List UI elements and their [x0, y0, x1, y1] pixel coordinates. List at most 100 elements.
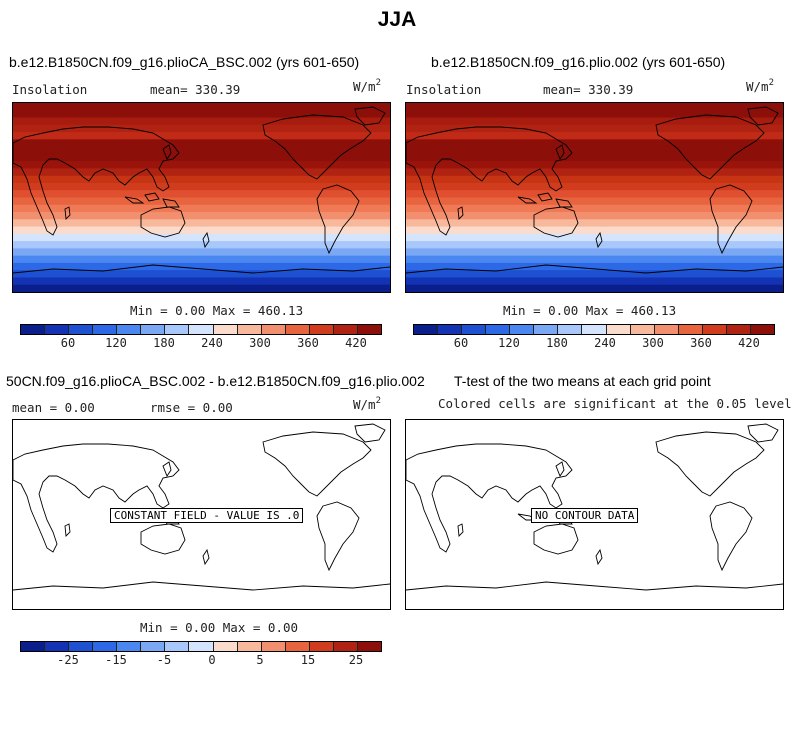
coastline [162, 461, 172, 477]
units-top-right: W/m2 [746, 78, 774, 94]
insolation-band [13, 226, 390, 235]
coastline [595, 548, 603, 566]
insolation-band [406, 226, 783, 235]
insolation-band [13, 190, 390, 199]
colorbar-tick-label: 360 [297, 336, 319, 350]
units-top-left: W/m2 [353, 78, 381, 94]
insolation-band [13, 233, 390, 242]
coastline [124, 196, 145, 204]
insolation-band [406, 284, 783, 292]
colorbar-segment [630, 325, 655, 334]
insolation-band [13, 161, 390, 170]
coastline [595, 231, 603, 249]
colorbar-segment [45, 642, 70, 651]
insolation-band [13, 110, 390, 119]
insolation-band [13, 277, 390, 286]
colorbar-segment [285, 642, 310, 651]
insolation-band [406, 132, 783, 140]
insolation-band [13, 270, 390, 279]
world-map-graphic [406, 423, 783, 591]
insolation-band [13, 241, 390, 249]
insolation-band [13, 197, 390, 206]
colorbar-segment [69, 642, 94, 651]
colorbar-segment [45, 325, 70, 334]
colorbar-segment [141, 325, 166, 334]
colorbar-difference [20, 641, 382, 652]
panel-title-bottom-right: T-test of the two means at each grid poi… [454, 373, 711, 389]
significance-note: Colored cells are significant at the 0.0… [438, 396, 792, 411]
colorbar-segment [750, 325, 774, 334]
colorbar-insolation-right [413, 324, 775, 335]
colorbar-tick-label: 60 [60, 336, 76, 350]
insolation-band [406, 190, 783, 199]
colorbar-tick-label: 240 [201, 336, 223, 350]
minmax-bottom-left: Min = 0.00 Max = 0.00 [140, 620, 299, 635]
colorbar-tick-label: -25 [57, 653, 79, 667]
insolation-band [13, 212, 390, 220]
coastline [262, 114, 372, 180]
rmse-label-bottom-left: rmse = 0.00 [150, 400, 233, 415]
colorbar-tick-label: 15 [300, 653, 316, 667]
colorbar-segment [558, 325, 583, 334]
colorbar-segment [510, 325, 535, 334]
colorbar-segment [357, 642, 381, 651]
coastline [533, 206, 579, 238]
insolation-band [406, 197, 783, 206]
colorbar-segment [582, 325, 607, 334]
constant-field-message: CONSTANT FIELD - VALUE IS .0 [110, 508, 304, 523]
insolation-band [406, 103, 783, 111]
coastline [406, 264, 783, 274]
colorbar-segment [237, 642, 262, 651]
insolation-band [406, 255, 783, 264]
insolation-band [13, 117, 390, 126]
colorbar-tick-label: 420 [345, 336, 367, 350]
coastline [517, 196, 538, 204]
coastline [316, 184, 360, 255]
colorbar-segment [189, 325, 214, 334]
colorbar-segment [333, 325, 358, 334]
coastline [457, 523, 464, 537]
coastline [64, 206, 71, 220]
insolation-band [406, 110, 783, 119]
colorbar-segment [117, 325, 142, 334]
colorbar-segment [285, 325, 310, 334]
insolation-band [406, 124, 783, 133]
insolation-band [406, 161, 783, 170]
insolation-band [406, 139, 783, 148]
field-label-top-left: Insolation [12, 82, 88, 97]
colorbar-segment [213, 642, 238, 651]
insolation-band [406, 233, 783, 242]
insolation-band [13, 219, 390, 228]
mean-label-top-left: mean= 330.39 [150, 82, 241, 97]
colorbar-segment [93, 325, 118, 334]
colorbar-segment [261, 642, 286, 651]
panel-title-top-left: b.e12.B1850CN.f09_g16.plioCA_BSC.002 (yr… [9, 54, 360, 70]
colorbar-segment [261, 325, 286, 334]
coastline [144, 192, 160, 202]
colorbar-segment [141, 642, 166, 651]
colorbar-segment [726, 325, 751, 334]
colorbar-segment [678, 325, 703, 334]
colorbar-tick-label: 240 [594, 336, 616, 350]
colorbar-segment [21, 642, 46, 651]
coastline [555, 198, 573, 208]
insolation-band [406, 204, 783, 213]
coastline [747, 106, 779, 126]
insolation-band [406, 277, 783, 286]
insolation-band [406, 248, 783, 257]
coastline [13, 443, 180, 553]
insolation-band [406, 153, 783, 162]
colorbar-tick-label: 420 [738, 336, 760, 350]
coastline [555, 461, 565, 477]
insolation-band [13, 262, 390, 271]
insolation-band [406, 219, 783, 228]
panel-title-bottom-left: 50CN.f09_g16.plioCA_BSC.002 - b.e12.B185… [6, 373, 425, 389]
colorbar-segment [237, 325, 262, 334]
colorbar-segment [309, 642, 334, 651]
coastline [709, 184, 753, 255]
colorbar-segment [606, 325, 631, 334]
insolation-band [406, 212, 783, 220]
insolation-band [13, 124, 390, 133]
coastline [13, 581, 390, 591]
colorbar-segment [534, 325, 559, 334]
